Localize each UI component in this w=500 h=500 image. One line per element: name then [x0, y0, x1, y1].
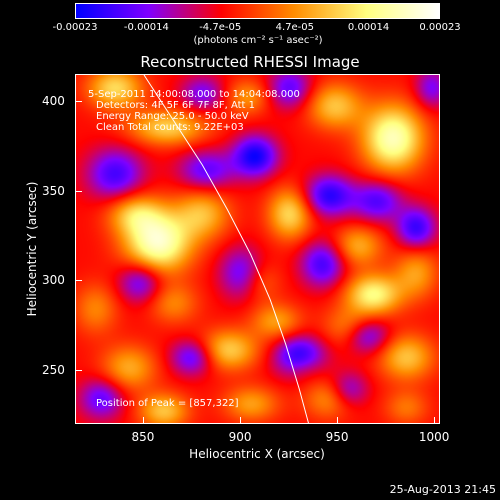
solar-limb-line	[143, 75, 309, 423]
annotation-detectors: Detectors: 4F 5F 6F 7F 8F, Att 1	[96, 100, 256, 111]
colorbar-tick-label: -4.7e-05	[199, 22, 242, 33]
annotation-peak: Position of Peak = [857,322]	[96, 398, 239, 409]
colorbar	[75, 3, 440, 19]
x-tick-label: 950	[325, 430, 349, 444]
x-tick-mark	[434, 417, 436, 423]
y-axis-label: Heliocentric Y (arcsec)	[25, 181, 39, 317]
colorbar-tick-label: 0.00014	[347, 22, 390, 33]
chart-title: Reconstructed RHESSI Image	[140, 53, 360, 71]
y-tick-mark	[76, 370, 82, 372]
colorbar-tick-label: 4.7e-05	[275, 22, 314, 33]
x-tick-mark	[337, 417, 339, 423]
plot-area: 5-Sep-2011 14:00:08.000 to 14:04:08.000 …	[75, 74, 440, 424]
y-tick-label: 400	[42, 93, 65, 108]
x-tick-mark	[142, 417, 144, 423]
y-tick-label: 300	[42, 273, 65, 288]
annotation-energy: Energy Range: 25.0 - 50.0 keV	[96, 111, 249, 122]
heatmap-image	[76, 75, 439, 423]
colorbar-tick-label: -0.00014	[123, 22, 169, 33]
solar-limb-overlay	[143, 75, 309, 423]
colorbar-tick-label: -0.00023	[52, 22, 98, 33]
x-tick-mark	[240, 417, 242, 423]
x-tick-label: 1000	[418, 430, 450, 444]
x-tick-label: 850	[131, 430, 155, 444]
y-tick-label: 350	[42, 183, 65, 198]
annotation-clean: Clean Total counts: 9.22E+03	[96, 122, 244, 133]
x-axis-label: Heliocentric X (arcsec)	[189, 447, 325, 461]
colorbar-tick-label: 0.00023	[419, 22, 461, 33]
colorbar-units: (photons cm⁻² s⁻¹ asec⁻²)	[193, 35, 323, 46]
annotation-time: 5-Sep-2011 14:00:08.000 to 14:04:08.000	[88, 89, 300, 100]
y-tick-label: 250	[42, 363, 65, 378]
timestamp: 25-Aug-2013 21:45	[389, 483, 496, 496]
y-tick-mark	[76, 100, 82, 102]
x-tick-label: 900	[228, 430, 252, 444]
y-tick-mark	[76, 190, 82, 192]
y-tick-mark	[76, 280, 82, 282]
